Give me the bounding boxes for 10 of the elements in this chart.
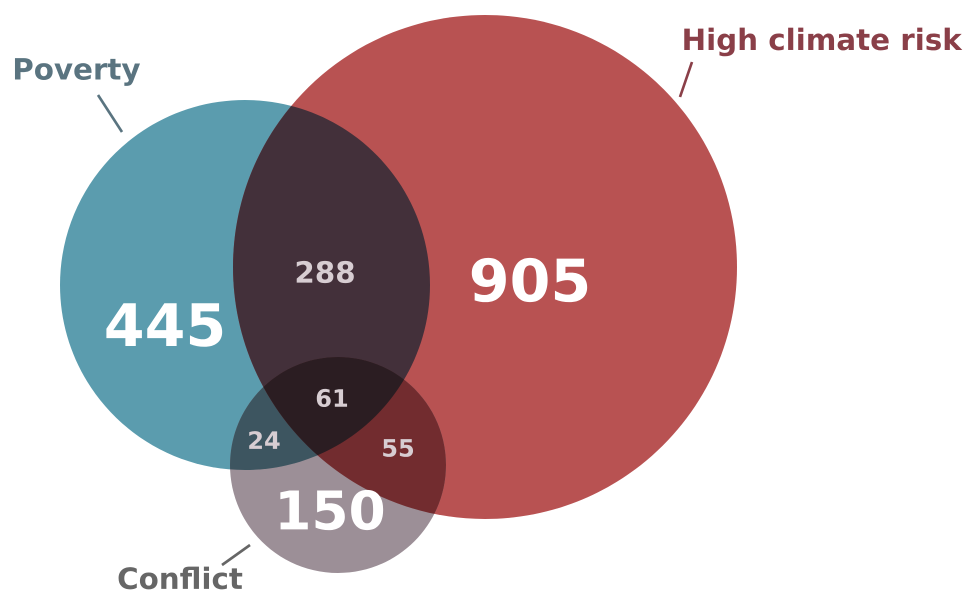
category-label: Poverty xyxy=(14,58,140,86)
text: 288 xyxy=(296,260,354,284)
text: 55 xyxy=(383,439,414,457)
category-label: High climate risk xyxy=(684,28,962,56)
data-label: 445 xyxy=(106,303,222,347)
category-label: Conflict xyxy=(118,566,242,590)
text: 61 xyxy=(316,388,348,408)
text: 24 xyxy=(249,431,280,449)
data-label: 905 xyxy=(472,258,588,302)
data-label: 150 xyxy=(280,490,384,530)
